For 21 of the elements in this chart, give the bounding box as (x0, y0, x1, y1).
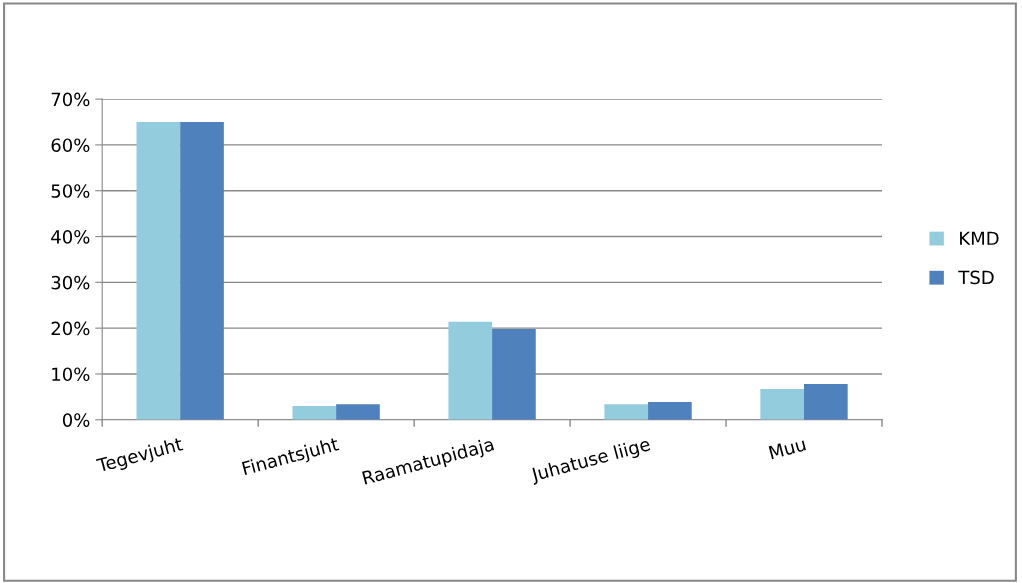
legend-label: KMD (960, 231, 999, 245)
y-tick-label: 0% (62, 413, 90, 427)
bar (336, 404, 380, 420)
bar (492, 329, 536, 420)
bar (604, 404, 649, 420)
bar (292, 406, 337, 420)
y-tick-label: 70% (51, 92, 90, 107)
legend-label: TSD (958, 270, 994, 285)
y-tick-label: 50% (51, 184, 90, 198)
bar (760, 389, 805, 420)
bar (448, 321, 493, 420)
x-tick-label: Muu (768, 437, 807, 460)
y-tick-label: 10% (52, 367, 90, 382)
bar (136, 122, 181, 420)
y-tick-label: 60% (51, 138, 90, 153)
bar (648, 401, 692, 420)
y-tick-label: 40% (51, 229, 90, 244)
y-tick-label: 20% (51, 321, 90, 336)
y-tick-label: 30% (51, 275, 90, 290)
bar (804, 384, 848, 420)
bar (180, 122, 224, 420)
